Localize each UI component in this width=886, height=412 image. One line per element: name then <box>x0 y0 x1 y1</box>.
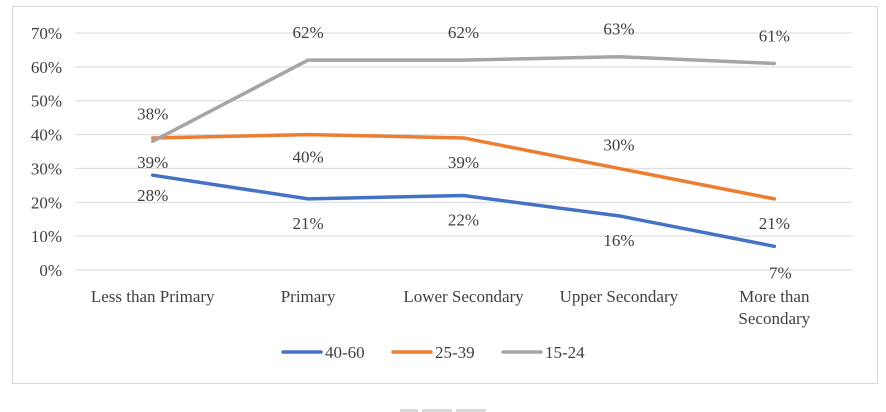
y-tick-label: 40% <box>31 126 62 145</box>
legend: 40-60 25-39 15-24 <box>281 343 585 362</box>
y-tick-label: 10% <box>31 227 62 246</box>
legend-label-40-60: 40-60 <box>325 343 365 362</box>
y-tick-label: 60% <box>31 58 62 77</box>
x-category-label: Upper Secondary <box>560 287 679 306</box>
y-axis-tick-labels: 0% 10% 20% 30% 40% 50% 60% 70% <box>31 24 62 280</box>
data-label-25-39: 39% <box>448 153 479 172</box>
data-label-25-39: 40% <box>293 148 324 167</box>
series-lines <box>150 54 777 249</box>
x-category-label: Less than Primary <box>91 287 215 306</box>
data-label-15-24: 63% <box>603 20 634 39</box>
data-label-15-24: 62% <box>293 23 324 42</box>
legend-label-15-24: 15-24 <box>545 343 585 362</box>
x-category-label: Primary <box>281 287 336 306</box>
gridlines <box>75 32 852 271</box>
y-tick-label: 50% <box>31 92 62 111</box>
legend-label-25-39: 25-39 <box>435 343 475 362</box>
y-tick-label: 20% <box>31 193 62 212</box>
y-tick-label: 30% <box>31 159 62 178</box>
data-label-25-39: 30% <box>603 135 634 154</box>
data-label-25-39: 39% <box>137 153 168 172</box>
series-line-15-24 <box>150 54 777 144</box>
series-line-25-39 <box>150 132 777 201</box>
data-label-40-60: 7% <box>769 263 792 282</box>
data-label-15-24: 38% <box>137 104 168 123</box>
data-labels: 28% 21% 22% 16% 7% 39% 40% 39% 30% 21% 38% 62% 62% 63… <box>137 20 792 283</box>
data-label-40-60: 16% <box>603 231 634 250</box>
series-line-40-60 <box>150 173 777 249</box>
y-tick-label: 70% <box>31 24 62 43</box>
x-axis-category-labels: Less than Primary Primary Lower Secondary U… <box>91 287 811 328</box>
data-label-40-60: 28% <box>137 186 168 205</box>
data-label-40-60: 21% <box>293 214 324 233</box>
x-category-label: More than Secondary <box>738 287 810 328</box>
data-label-15-24: 62% <box>448 23 479 42</box>
clipped-caption-fragment <box>400 409 486 412</box>
x-category-label: Lower Secondary <box>403 287 524 306</box>
y-tick-label: 0% <box>39 261 62 280</box>
data-label-25-39: 21% <box>759 214 790 233</box>
data-label-15-24: 61% <box>759 26 790 45</box>
data-label-40-60: 22% <box>448 211 479 230</box>
